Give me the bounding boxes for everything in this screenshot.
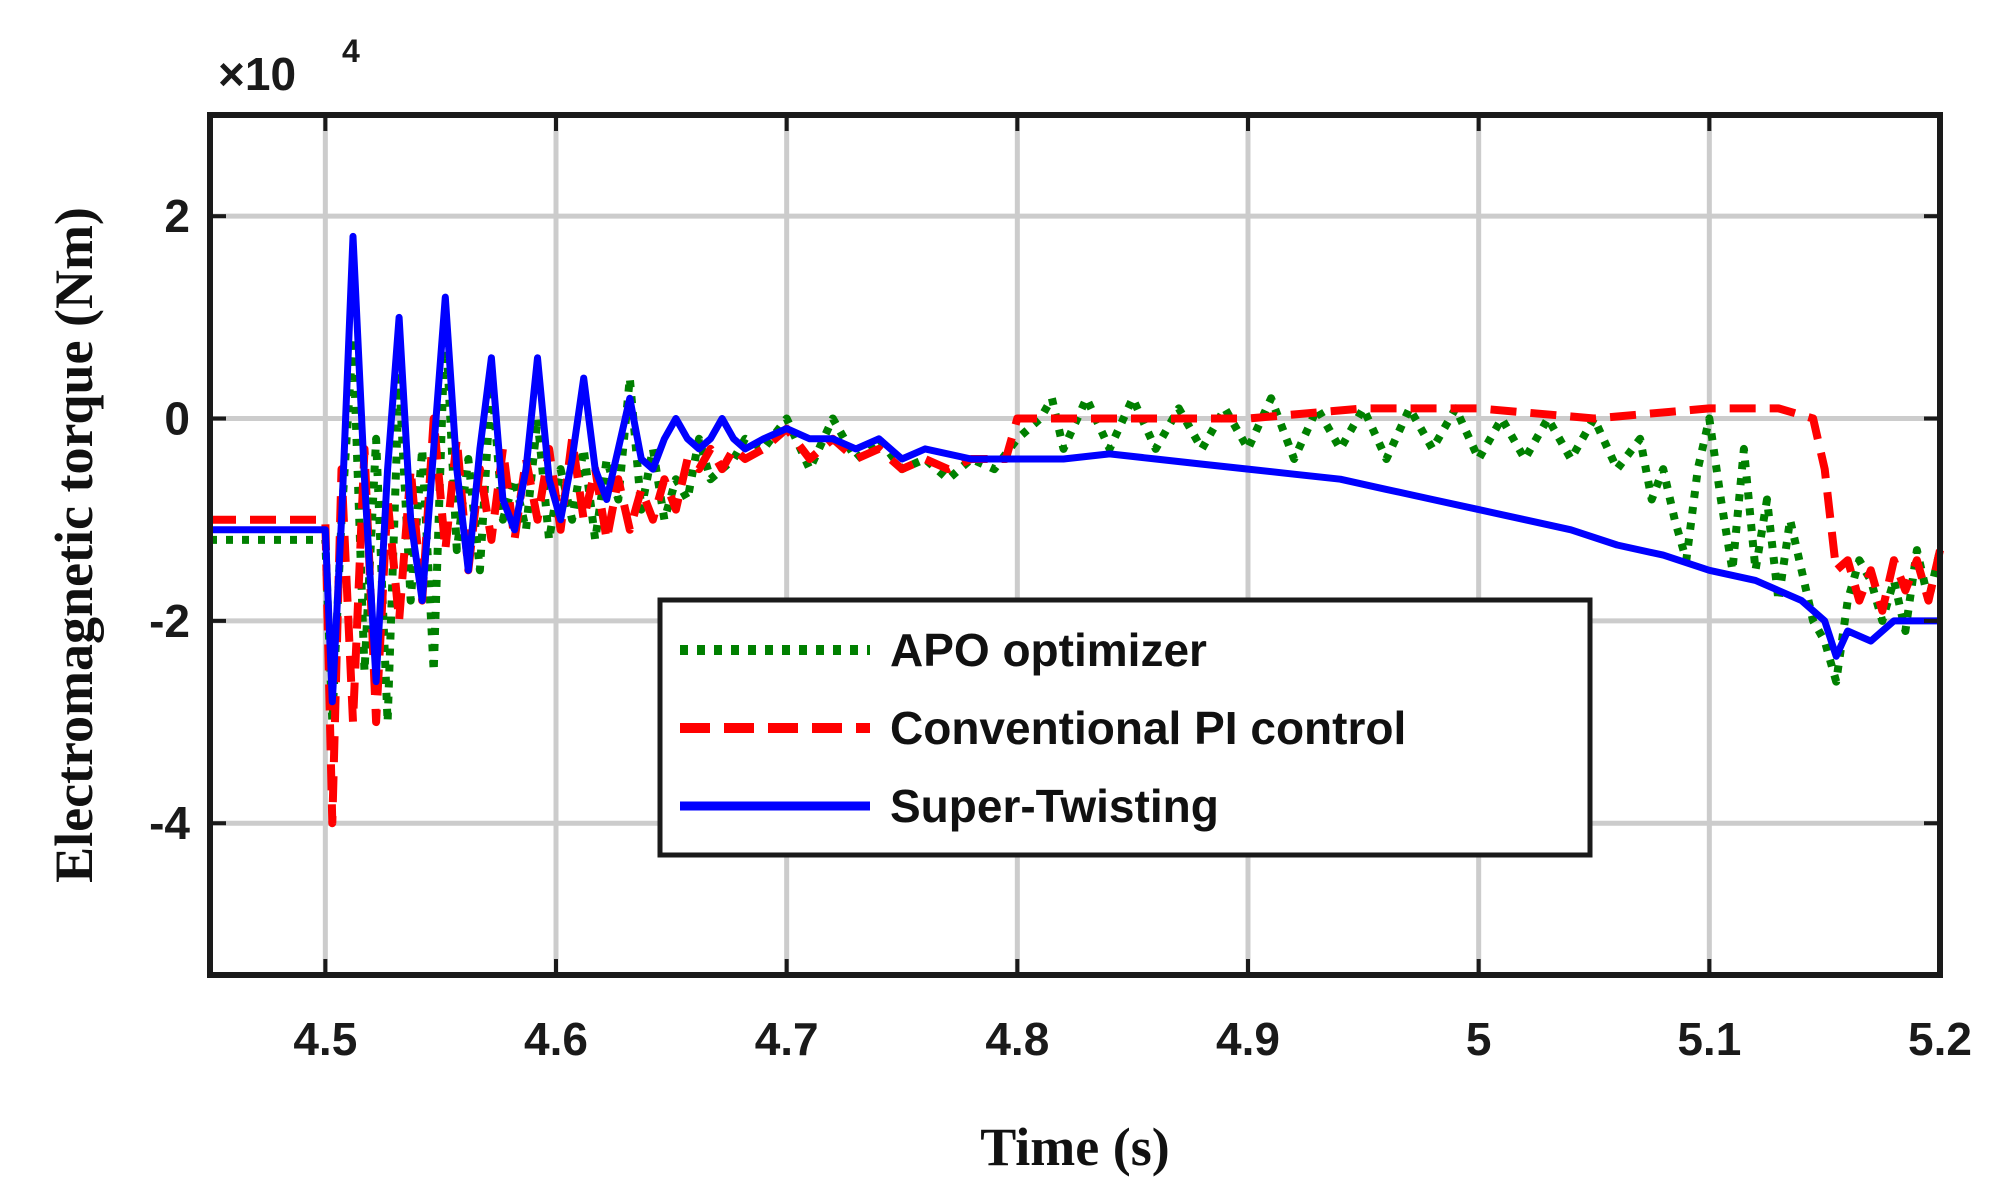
- x-tick-label: 4.7: [755, 1013, 819, 1065]
- x-tick-label: 5.2: [1908, 1013, 1972, 1065]
- x-tick-label: 4.5: [293, 1013, 357, 1065]
- tick-layer: 4.5 4.6 4.7 4.8 4.9 5 5.1 5.2 2 0 -2 -4: [149, 115, 1972, 1065]
- x-tick-label: 5.1: [1677, 1013, 1741, 1065]
- y-multiplier-exponent: 4: [342, 33, 360, 69]
- x-tick-label: 4.9: [1216, 1013, 1280, 1065]
- y-tick-label: -4: [149, 797, 190, 849]
- y-axis-title: Electromagnetic torque (Nm): [44, 207, 104, 883]
- y-tick-label: 2: [164, 190, 190, 242]
- grid: [210, 115, 1943, 975]
- y-multiplier-label: ×10: [218, 48, 296, 100]
- legend-label: APO optimizer: [890, 624, 1207, 676]
- x-tick-label: 4.6: [524, 1013, 588, 1065]
- x-tick-label: 5: [1466, 1013, 1492, 1065]
- series-layer: [210, 232, 1944, 828]
- series-line-super-twisting: [210, 232, 1940, 706]
- x-tick-label: 4.8: [985, 1013, 1049, 1065]
- y-tick-label: -2: [149, 595, 190, 647]
- legend: APO optimizer Conventional PI control Supe…: [657, 597, 1593, 858]
- legend-label: Conventional PI control: [890, 702, 1406, 754]
- y-tick-label: 0: [164, 393, 190, 445]
- plot-frame: [207, 112, 1943, 978]
- series-line-conventional-pi-control: [210, 404, 1944, 828]
- legend-label: Super-Twisting: [890, 780, 1219, 832]
- x-axis-title: Time (s): [980, 1117, 1169, 1177]
